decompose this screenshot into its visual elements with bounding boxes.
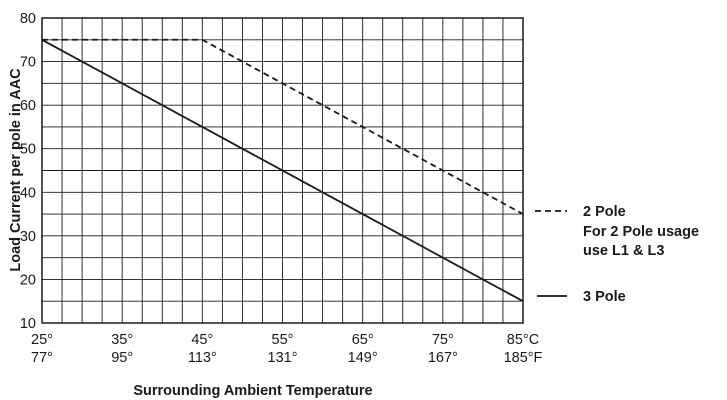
y-axis-title: Load Current per pole in AAC xyxy=(8,68,24,272)
x-tick-label-fahrenheit: 185°F xyxy=(504,350,543,366)
x-tick-labels: 25° 77° 35° 95° 45° 113° 55° 131° 65° 149° 75° 167°… xyxy=(31,332,543,366)
legend-2pole-note-line-2: use L1 & L3 xyxy=(583,243,664,259)
x-tick-label-fahrenheit: 149° xyxy=(348,350,378,366)
legend-3pole-label: 3 Pole xyxy=(583,289,626,305)
y-tick-label: 10 xyxy=(20,316,36,332)
x-tick-label-celsius: 45° xyxy=(191,332,213,348)
x-tick-label-celsius: 85°C xyxy=(507,332,539,348)
legend-2pole-label: 2 Pole xyxy=(583,204,626,220)
x-tick-label-celsius: 55° xyxy=(272,332,294,348)
x-tick-label-celsius: 25° xyxy=(31,332,53,348)
x-tick-label-fahrenheit: 95° xyxy=(111,350,133,366)
legend-2pole-note-line-1: For 2 Pole usage xyxy=(583,224,699,240)
x-tick-label-fahrenheit: 77° xyxy=(31,350,53,366)
y-tick-label: 80 xyxy=(20,11,36,27)
x-tick-label-celsius: 75° xyxy=(432,332,454,348)
y-tick-label: 70 xyxy=(20,55,36,71)
x-tick-label-fahrenheit: 131° xyxy=(268,350,298,366)
x-axis-title: Surrounding Ambient Temperature xyxy=(133,383,372,399)
x-tick-label-celsius: 65° xyxy=(352,332,374,348)
x-tick-label-fahrenheit: 113° xyxy=(188,350,217,366)
x-tick-label-fahrenheit: 167° xyxy=(428,350,458,366)
x-tick-label-celsius: 35° xyxy=(111,332,133,348)
legend: 2 Pole For 2 Pole usage use L1 & L3 3 Po… xyxy=(535,204,699,305)
y-tick-label: 20 xyxy=(20,272,36,288)
